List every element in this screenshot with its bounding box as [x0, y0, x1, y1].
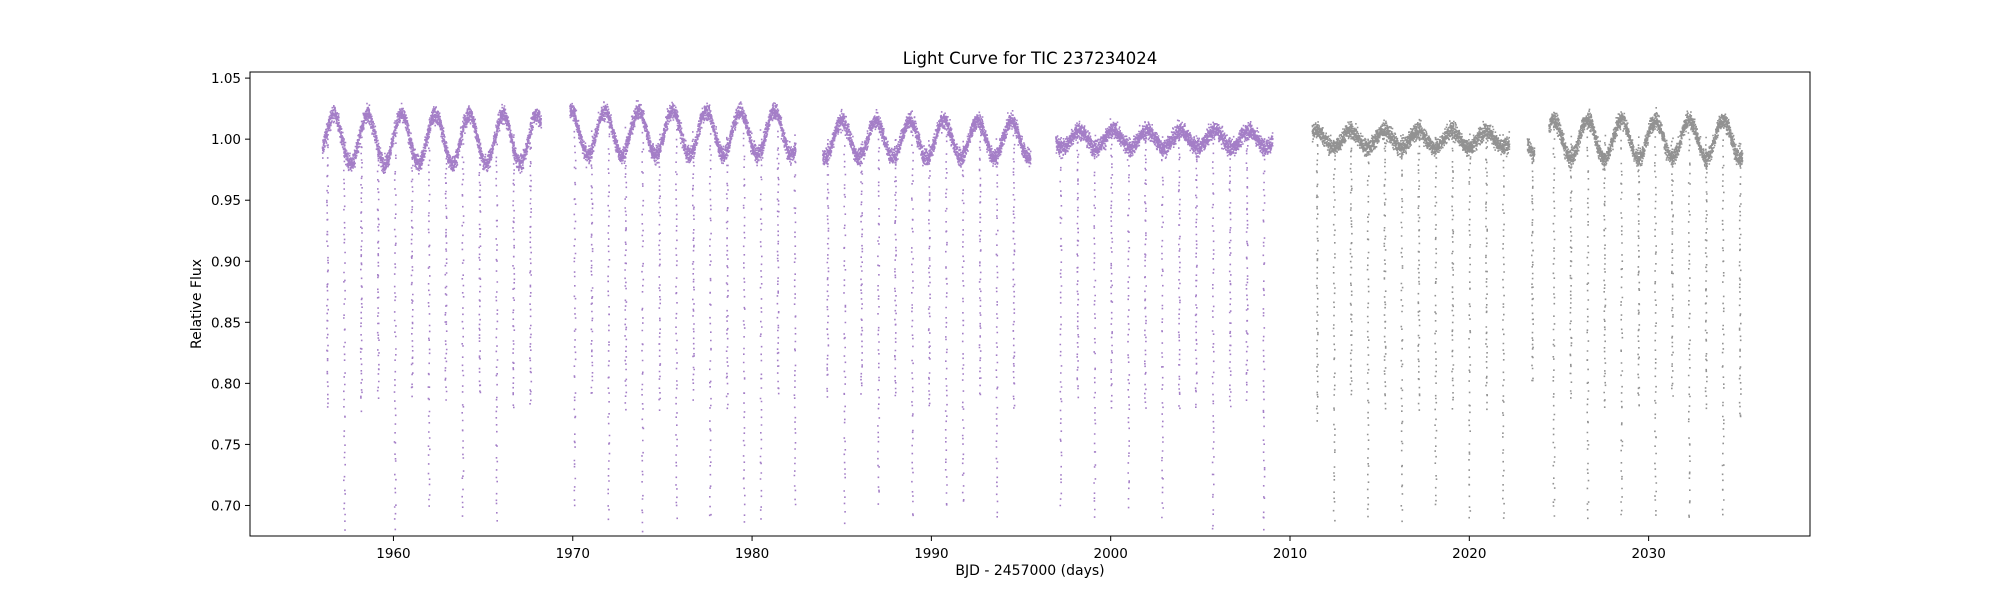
y-tick-label: 0.80 — [211, 376, 241, 392]
x-tick-label: 2030 — [1631, 546, 1665, 562]
flux-series-0-points — [321, 100, 1274, 533]
x-axis-label: BJD - 2457000 (days) — [955, 563, 1104, 579]
x-tick-label: 1980 — [735, 546, 769, 562]
y-axis: 0.70 0.75 0.80 0.85 0.90 0.95 1.00 1.05 — [211, 71, 250, 514]
y-tick-label: 0.75 — [211, 437, 241, 453]
y-tick-label: 0.70 — [211, 498, 241, 514]
data-points — [321, 100, 1744, 533]
flux-series-1-points — [1311, 107, 1744, 523]
y-tick-label: 0.90 — [211, 254, 241, 270]
y-axis-label: Relative Flux — [189, 259, 205, 349]
y-tick-label: 0.85 — [211, 315, 241, 331]
x-tick-label: 2000 — [1094, 546, 1128, 562]
x-tick-label: 1960 — [376, 546, 410, 562]
x-tick-label: 1990 — [914, 546, 948, 562]
x-tick-label: 1970 — [556, 546, 590, 562]
x-tick-label: 2020 — [1452, 546, 1486, 562]
x-tick-label: 2010 — [1273, 546, 1307, 562]
y-tick-label: 0.95 — [211, 193, 241, 209]
y-tick-label: 1.05 — [211, 71, 241, 87]
chart-title: Light Curve for TIC 237234024 — [903, 49, 1157, 68]
x-axis: 1960 1970 1980 1990 2000 2010 2020 2030 — [376, 536, 1666, 562]
y-tick-label: 1.00 — [211, 132, 241, 148]
plot-area-frame — [249, 71, 1811, 537]
